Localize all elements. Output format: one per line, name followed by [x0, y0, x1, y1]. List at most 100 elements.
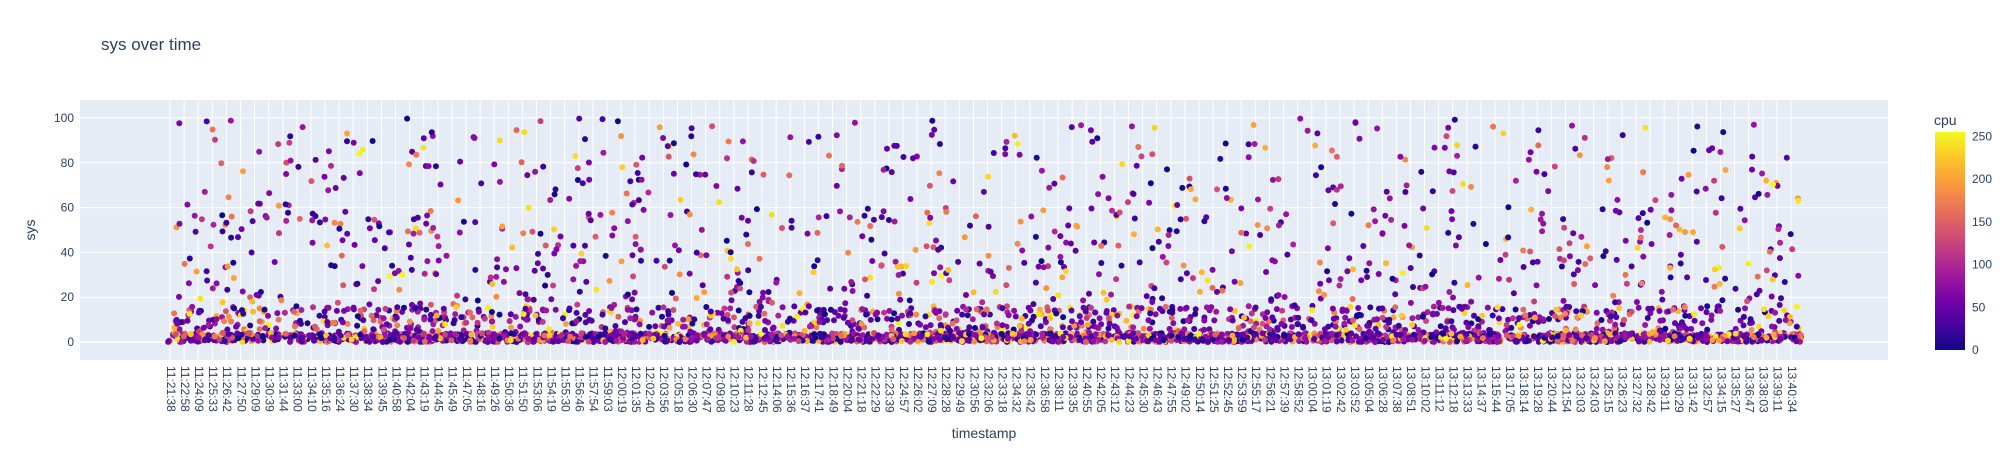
data-point	[359, 146, 366, 153]
data-point	[1612, 321, 1619, 328]
data-point	[1452, 242, 1459, 249]
data-point	[1098, 242, 1105, 249]
data-point	[500, 278, 507, 285]
data-point	[1781, 307, 1787, 314]
data-point	[389, 262, 396, 269]
data-point	[508, 324, 515, 331]
data-point	[1371, 316, 1378, 323]
data-point	[375, 278, 382, 285]
data-point	[551, 226, 558, 233]
data-point	[963, 306, 969, 313]
data-point	[971, 338, 978, 345]
data-point	[1333, 186, 1340, 193]
x-tick-label: 12:18:49	[826, 366, 840, 413]
x-tick-label: 12:47:55	[1165, 366, 1179, 413]
data-point	[1531, 314, 1538, 321]
data-point	[1704, 326, 1711, 333]
x-tick-label: 12:39:35	[1066, 366, 1080, 413]
data-point	[1648, 305, 1655, 312]
data-point	[1409, 322, 1415, 328]
data-point	[669, 289, 675, 296]
data-point	[907, 196, 914, 202]
data-point	[198, 216, 205, 223]
data-point	[966, 330, 973, 337]
data-point	[342, 208, 349, 215]
y-tick-label: 40	[61, 245, 75, 259]
data-point	[906, 297, 913, 304]
data-point	[1201, 317, 1208, 324]
data-point	[1429, 188, 1436, 195]
data-point	[1372, 325, 1379, 332]
data-point	[205, 332, 212, 339]
data-point	[324, 242, 331, 249]
data-point	[331, 319, 338, 326]
data-point	[357, 307, 364, 314]
data-point	[1670, 306, 1676, 313]
data-point	[394, 304, 401, 311]
data-point	[1356, 311, 1363, 318]
x-tick-label: 13:08:51	[1404, 366, 1418, 413]
data-point	[407, 254, 414, 261]
x-tick-label: 11:22:58	[178, 366, 192, 412]
data-point	[826, 152, 832, 159]
data-point	[1484, 304, 1491, 311]
data-point	[1315, 288, 1322, 295]
data-point	[1239, 336, 1246, 343]
data-point	[1108, 336, 1115, 343]
data-point	[1190, 275, 1196, 282]
data-point	[1238, 205, 1245, 212]
data-point	[1057, 259, 1064, 266]
data-point	[189, 303, 196, 310]
data-point	[1552, 313, 1559, 320]
data-point	[1668, 207, 1675, 214]
data-point	[239, 338, 246, 345]
data-point	[821, 311, 828, 318]
data-point	[489, 318, 496, 325]
data-point	[1646, 330, 1653, 337]
data-point	[275, 334, 282, 340]
data-point	[1703, 309, 1710, 316]
data-point	[1736, 225, 1743, 232]
data-point	[582, 136, 588, 143]
data-point	[413, 151, 420, 158]
colorbar-tick-label: 0	[1972, 343, 1979, 357]
data-point	[1196, 288, 1203, 295]
data-point	[851, 119, 858, 126]
data-point	[1546, 316, 1552, 322]
data-point	[886, 307, 893, 314]
data-point	[1021, 338, 1028, 345]
data-point	[1275, 292, 1282, 299]
data-point	[1793, 323, 1800, 330]
data-point	[1410, 331, 1417, 338]
data-point	[1468, 183, 1475, 190]
data-point	[1486, 338, 1493, 345]
x-tick-label: 11:57:54	[587, 366, 601, 412]
data-point	[1677, 251, 1684, 258]
data-point	[308, 178, 315, 185]
data-point	[219, 329, 226, 336]
data-point	[1302, 335, 1308, 342]
data-point	[811, 263, 818, 270]
data-point	[539, 318, 546, 325]
data-point	[544, 271, 551, 278]
data-point	[713, 334, 720, 341]
data-point	[864, 205, 871, 212]
data-point	[1403, 182, 1410, 189]
data-point	[1183, 304, 1190, 311]
data-point	[1174, 202, 1181, 208]
data-point	[209, 126, 216, 133]
data-point	[1717, 307, 1724, 314]
data-point	[316, 331, 323, 338]
data-point	[333, 307, 340, 314]
data-point	[369, 138, 376, 144]
data-point	[998, 331, 1005, 337]
x-tick-label: 11:45:49	[446, 366, 460, 412]
data-point	[223, 219, 230, 226]
data-point	[694, 332, 701, 339]
data-point	[1397, 153, 1404, 160]
data-point	[1612, 207, 1619, 214]
data-point	[1122, 332, 1129, 339]
data-point	[1136, 259, 1143, 266]
data-point	[1168, 314, 1175, 321]
